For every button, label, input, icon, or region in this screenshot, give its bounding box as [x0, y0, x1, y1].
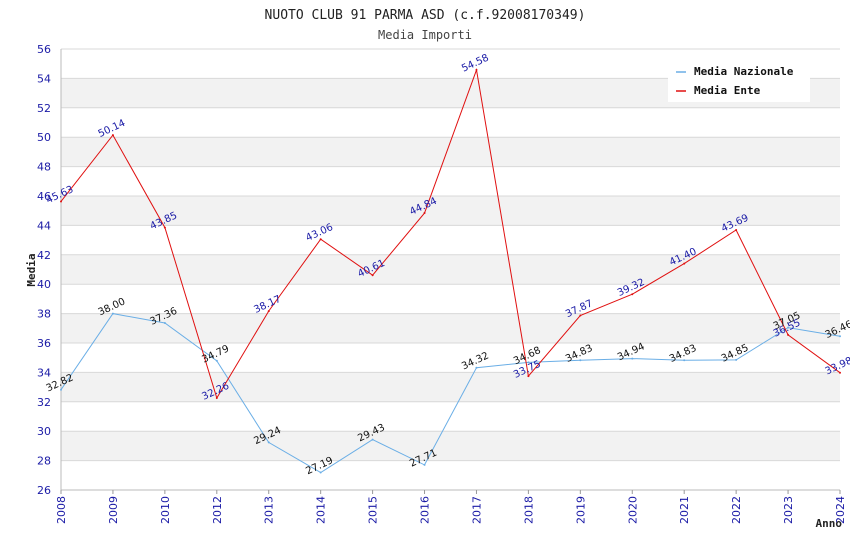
data-point	[631, 293, 634, 296]
grid-band	[61, 372, 840, 402]
data-point	[111, 312, 114, 315]
data-point	[60, 200, 62, 203]
x-tick-label: 2019	[574, 496, 587, 524]
x-tick-labels: 2008 2009 2010 2012 2013 2014 2015 2016 2017 2018…	[55, 490, 847, 524]
data-point	[423, 212, 426, 215]
data-label: 34.83	[564, 343, 595, 365]
data-point	[215, 396, 218, 399]
axes	[60, 49, 840, 491]
data-point	[683, 262, 686, 265]
data-label: 34.79	[200, 343, 231, 365]
grid-band	[61, 196, 840, 226]
grid-band	[61, 254, 840, 285]
data-point	[371, 274, 374, 277]
data-point	[267, 441, 270, 444]
y-tick-label: 56	[37, 43, 51, 56]
x-tick-label: 2009	[107, 496, 120, 524]
data-point	[111, 134, 114, 137]
chart-title: NUOTO CLUB 91 PARMA ASD (c.f.92008170349…	[265, 8, 586, 23]
data-point	[787, 333, 790, 336]
grid-band	[61, 431, 840, 461]
y-tick-label: 36	[37, 337, 51, 350]
data-point	[423, 463, 426, 466]
series-line-media-ente	[60, 67, 841, 400]
data-point	[735, 358, 738, 361]
y-tick-label: 38	[37, 308, 51, 321]
data-label: 34.83	[668, 343, 699, 365]
data-point	[267, 310, 270, 313]
legend-box	[668, 60, 810, 102]
data-label: 54.58	[460, 53, 491, 75]
x-tick-label: 2022	[730, 496, 743, 524]
x-tick-label: 2023	[782, 496, 795, 524]
data-point	[163, 322, 166, 325]
data-point	[579, 359, 582, 362]
y-tick-label: 28	[37, 455, 51, 468]
data-point	[735, 228, 738, 231]
y-tick-label: 26	[37, 484, 51, 497]
data-point	[839, 371, 841, 374]
y-tick-label: 30	[37, 425, 51, 438]
data-label: 34.94	[616, 341, 647, 363]
x-axis-label: Anno	[816, 517, 843, 530]
y-tick-label: 44	[37, 219, 51, 232]
y-tick-label: 48	[37, 161, 51, 174]
data-point	[319, 471, 322, 474]
data-point	[163, 226, 166, 229]
data-point	[527, 361, 530, 364]
legend-label-media-ente: Media Ente	[694, 84, 761, 97]
data-point	[631, 357, 634, 360]
y-tick-label: 46	[37, 190, 51, 203]
x-tick-label: 2014	[315, 496, 328, 524]
data-point	[839, 335, 841, 338]
x-tick-label: 2008	[55, 496, 68, 524]
x-tick-label: 2013	[263, 496, 276, 524]
y-tick-label: 52	[37, 102, 51, 115]
y-tick-label: 50	[37, 131, 51, 144]
data-point	[527, 375, 530, 378]
x-tick-label: 2021	[678, 496, 691, 524]
x-tick-label: 2010	[159, 496, 172, 524]
y-tick-label: 42	[37, 249, 51, 262]
grid-band	[61, 313, 840, 343]
legend: Media Nazionale Media Ente	[668, 60, 810, 102]
data-point	[371, 438, 374, 441]
data-label: 34.85	[720, 343, 751, 365]
x-tick-label: 2024	[834, 496, 847, 524]
y-axis-label: Media	[25, 253, 38, 286]
x-tick-label: 2018	[522, 496, 535, 524]
y-tick-label: 54	[37, 72, 51, 85]
x-tick-label: 2015	[367, 496, 380, 524]
x-tick-label: 2017	[470, 496, 483, 524]
chart-subtitle: Media Importi	[378, 28, 472, 42]
y-tick-label: 40	[37, 278, 51, 291]
data-point	[787, 326, 790, 329]
y-tick-label: 32	[37, 396, 51, 409]
data-point	[475, 68, 478, 71]
data-point	[683, 359, 686, 362]
data-point	[579, 314, 582, 317]
y-tick-label: 34	[37, 366, 51, 379]
series-line-media-nazionale	[60, 313, 841, 474]
data-point	[475, 366, 478, 369]
x-tick-label: 2020	[626, 496, 639, 524]
x-tick-label: 2016	[419, 496, 432, 524]
data-point	[319, 238, 322, 241]
x-tick-label: 2012	[211, 496, 224, 524]
y-tick-labels: 26 28 30 32 34 36 38 40 42 44 46 48 50 52 54 56	[37, 43, 51, 497]
grid-bands	[61, 78, 840, 461]
series-lines	[60, 67, 841, 474]
data-point	[215, 359, 218, 362]
data-point	[60, 388, 62, 391]
legend-label-media-nazionale: Media Nazionale	[694, 65, 794, 78]
